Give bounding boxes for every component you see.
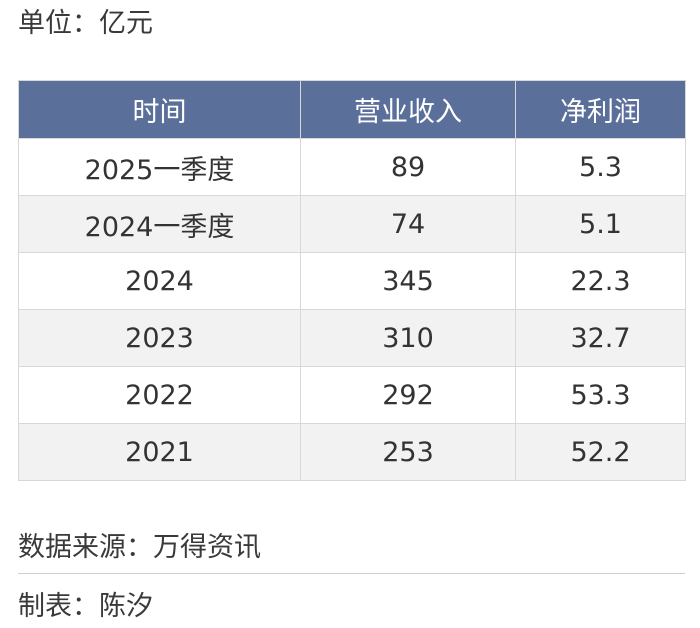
cell-revenue: 310 [300, 309, 516, 367]
data-table: 时间 营业收入 净利润 2025一季度 89 5.3 2024一季度 74 5.… [18, 80, 686, 481]
cell-time: 2023 [18, 309, 301, 367]
cell-time: 2024一季度 [18, 195, 301, 253]
cell-revenue: 253 [300, 423, 516, 481]
cell-time: 2025一季度 [18, 138, 301, 196]
cell-net-profit: 32.7 [515, 309, 686, 367]
cell-revenue: 74 [300, 195, 516, 253]
table-maker-label: 制表：陈汐 [18, 591, 153, 622]
table-row: 2024 345 22.3 [18, 252, 686, 310]
header-time: 时间 [18, 80, 301, 139]
cell-net-profit: 52.2 [515, 423, 686, 481]
cell-revenue: 292 [300, 366, 516, 424]
cell-net-profit: 22.3 [515, 252, 686, 310]
table-row: 2023 310 32.7 [18, 309, 686, 367]
cell-revenue: 89 [300, 138, 516, 196]
divider [18, 573, 685, 574]
header-net-profit: 净利润 [515, 80, 686, 139]
cell-net-profit: 53.3 [515, 366, 686, 424]
cell-revenue: 345 [300, 252, 516, 310]
header-revenue: 营业收入 [300, 80, 516, 139]
unit-label: 单位：亿元 [18, 8, 153, 39]
cell-net-profit: 5.3 [515, 138, 686, 196]
cell-time: 2021 [18, 423, 301, 481]
table-row: 2025一季度 89 5.3 [18, 138, 686, 196]
table-row: 2024一季度 74 5.1 [18, 195, 686, 253]
cell-net-profit: 5.1 [515, 195, 686, 253]
cell-time: 2022 [18, 366, 301, 424]
data-source-label: 数据来源：万得资讯 [18, 532, 261, 563]
cell-time: 2024 [18, 252, 301, 310]
table-row: 2021 253 52.2 [18, 423, 686, 481]
table-row: 2022 292 53.3 [18, 366, 686, 424]
table-header-row: 时间 营业收入 净利润 [18, 80, 686, 139]
